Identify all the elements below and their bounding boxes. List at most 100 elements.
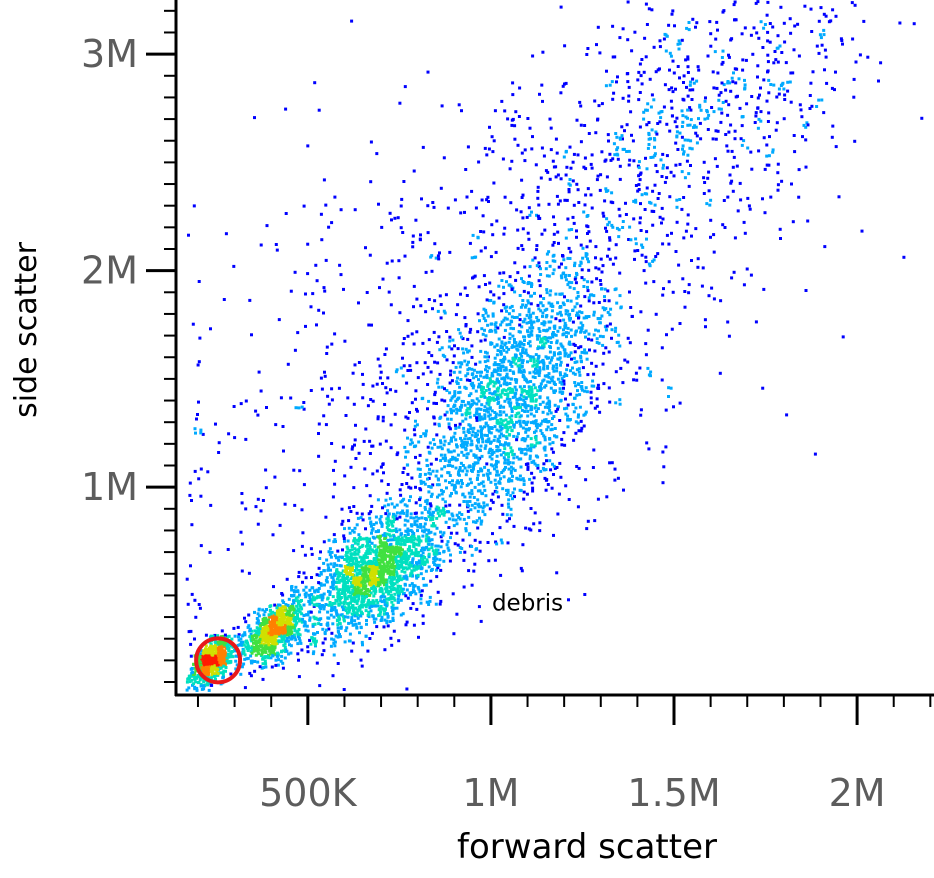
data-point <box>362 554 366 558</box>
data-point <box>448 503 452 507</box>
data-point <box>488 378 492 382</box>
data-point <box>395 572 399 576</box>
data-point <box>636 249 640 252</box>
data-point <box>588 239 592 243</box>
data-point <box>508 369 512 372</box>
data-point <box>526 299 530 303</box>
data-point <box>334 585 338 589</box>
data-point <box>368 637 372 640</box>
data-point <box>442 531 446 535</box>
data-point <box>399 493 403 497</box>
data-point <box>309 642 313 646</box>
data-point <box>398 584 402 588</box>
data-point <box>581 246 585 250</box>
data-point <box>465 483 469 487</box>
data-point <box>282 621 286 625</box>
data-point <box>511 467 515 471</box>
data-point <box>229 650 233 654</box>
data-point <box>465 441 469 445</box>
data-point <box>322 649 326 653</box>
data-point <box>466 372 470 376</box>
data-point <box>583 330 587 334</box>
data-point <box>266 629 270 633</box>
data-point <box>504 418 508 422</box>
data-point <box>319 623 323 626</box>
data-point <box>512 358 516 362</box>
data-point <box>416 573 420 577</box>
data-point <box>206 675 210 679</box>
data-point <box>273 616 277 619</box>
data-point <box>428 507 432 511</box>
data-point <box>575 465 579 468</box>
data-point <box>529 437 533 441</box>
data-point <box>503 357 507 361</box>
data-point <box>292 594 296 597</box>
data-point <box>343 595 347 599</box>
data-point <box>447 422 451 426</box>
data-point <box>629 306 633 309</box>
data-point <box>619 306 623 310</box>
data-point <box>420 589 424 593</box>
data-point <box>463 437 467 441</box>
data-point <box>219 671 223 675</box>
data-point <box>534 429 538 433</box>
data-point <box>554 389 557 393</box>
data-point <box>480 454 484 458</box>
data-point <box>509 507 513 511</box>
data-point <box>579 385 583 388</box>
data-point <box>541 410 545 414</box>
data-point <box>190 674 193 678</box>
data-point <box>562 379 566 383</box>
data-point <box>325 558 329 562</box>
data-point <box>523 305 527 309</box>
data-point <box>307 593 311 597</box>
data-point <box>290 603 294 607</box>
data-point <box>269 628 273 632</box>
data-point <box>417 587 421 591</box>
data-point <box>443 465 447 469</box>
data-point <box>373 565 377 569</box>
data-point <box>572 356 576 360</box>
data-point <box>226 652 230 656</box>
data-point <box>523 410 527 413</box>
data-point <box>341 590 345 594</box>
data-point <box>351 596 355 600</box>
data-point <box>195 688 199 692</box>
data-point <box>487 451 491 455</box>
data-point <box>211 667 215 671</box>
data-point <box>361 578 365 581</box>
data-point <box>559 373 562 377</box>
data-point <box>215 670 219 673</box>
data-point <box>649 370 653 374</box>
data-point <box>422 480 426 484</box>
data-point <box>559 363 562 367</box>
data-point <box>378 536 382 540</box>
data-point <box>410 569 414 573</box>
data-point <box>203 654 207 658</box>
data-point <box>480 385 484 389</box>
data-point <box>496 368 500 372</box>
data-point <box>417 516 421 520</box>
data-point <box>204 651 208 655</box>
data-point <box>282 643 286 647</box>
data-point <box>343 558 347 561</box>
data-point <box>475 397 479 401</box>
data-point <box>509 494 513 498</box>
data-point <box>430 546 434 550</box>
data-point <box>378 554 382 558</box>
data-point <box>361 583 365 587</box>
data-point <box>518 447 521 451</box>
data-point <box>466 430 470 434</box>
data-point <box>200 687 204 691</box>
data-point <box>470 469 474 473</box>
data-point <box>205 662 209 666</box>
data-point <box>379 619 383 622</box>
data-point <box>319 571 323 574</box>
data-point <box>410 582 414 586</box>
data-point <box>363 567 367 570</box>
data-point <box>230 637 234 641</box>
data-point <box>565 406 569 410</box>
data-point <box>559 313 563 317</box>
data-point <box>495 473 498 477</box>
data-point <box>590 338 594 342</box>
